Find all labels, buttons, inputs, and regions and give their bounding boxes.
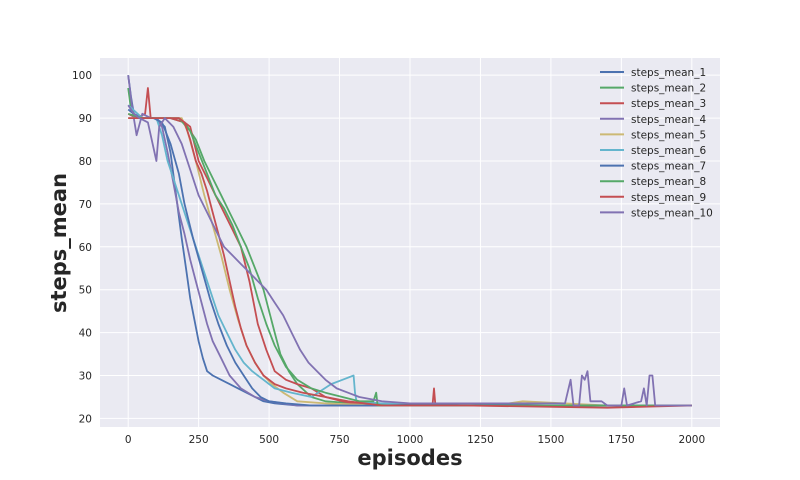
y-tick-label: 80 bbox=[79, 156, 92, 168]
x-tick-label: 2000 bbox=[678, 434, 705, 446]
x-tick-label: 1250 bbox=[467, 434, 494, 446]
legend-label: steps_mean_3 bbox=[631, 98, 706, 110]
series-line-steps_mean_8 bbox=[127, 112, 692, 407]
y-tick-labels: 20 30 40 50 60 70 80 90 100 bbox=[72, 70, 92, 425]
y-tick-label: 20 bbox=[79, 413, 92, 425]
legend-label: steps_mean_1 bbox=[631, 67, 706, 79]
x-tick-label: 750 bbox=[330, 434, 350, 446]
legend-label: steps_mean_5 bbox=[631, 129, 706, 141]
series-line-steps_mean_9 bbox=[128, 117, 692, 409]
x-tick-label: 1000 bbox=[397, 434, 424, 446]
legend-label: steps_mean_4 bbox=[631, 114, 706, 126]
x-tick-labels: 0 250 500 750 1000 1250 1500 1750 2000 bbox=[125, 434, 705, 446]
series-line-steps_mean_10 bbox=[127, 104, 692, 407]
x-tick-label: 250 bbox=[189, 434, 209, 446]
x-tick-label: 0 bbox=[125, 434, 132, 446]
legend-label: steps_mean_10 bbox=[631, 207, 713, 219]
series-lines bbox=[127, 75, 692, 409]
legend-label: steps_mean_2 bbox=[631, 83, 706, 95]
y-tick-label: 100 bbox=[72, 70, 92, 82]
series-line-steps_mean_7 bbox=[127, 108, 692, 407]
legend-label: steps_mean_8 bbox=[631, 176, 706, 188]
legend-label: steps_mean_7 bbox=[631, 161, 706, 173]
y-tick-label: 40 bbox=[79, 328, 92, 340]
legend-label: steps_mean_6 bbox=[631, 145, 706, 157]
x-tick-label: 1500 bbox=[538, 434, 565, 446]
y-tick-label: 90 bbox=[79, 113, 92, 125]
y-tick-label: 50 bbox=[79, 285, 92, 297]
y-tick-label: 70 bbox=[79, 199, 92, 211]
x-tick-label: 1750 bbox=[608, 434, 635, 446]
x-axis-title: episodes bbox=[357, 446, 462, 470]
y-tick-label: 60 bbox=[79, 242, 92, 254]
legend-label: steps_mean_9 bbox=[631, 192, 706, 204]
legend: steps_mean_1 steps_mean_2 steps_mean_3step… bbox=[600, 67, 713, 219]
y-tick-label: 30 bbox=[79, 371, 92, 383]
x-tick-label: 500 bbox=[259, 434, 279, 446]
y-axis-title: steps_mean bbox=[47, 173, 71, 313]
